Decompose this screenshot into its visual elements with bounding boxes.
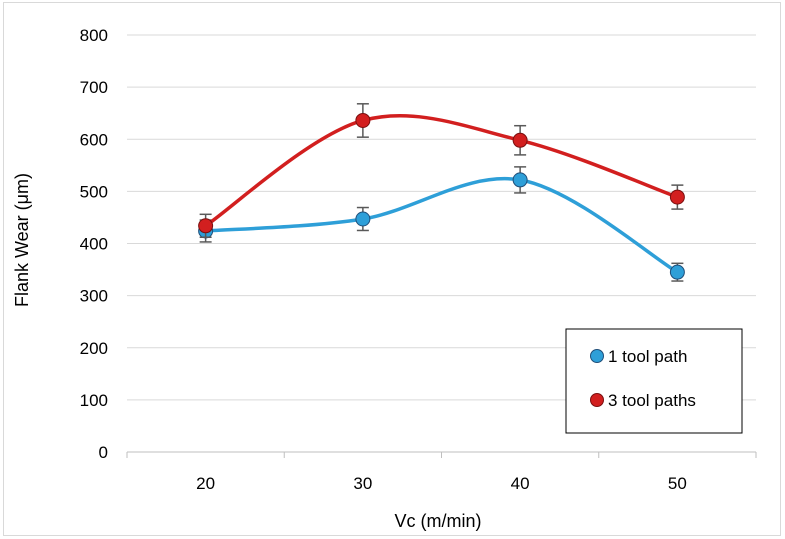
data-point [512,132,528,148]
legend-label-3-tool-paths: 3 tool paths [608,391,696,410]
legend-marker-1-tool-path [590,349,604,363]
y-tick-label: 100 [80,391,108,410]
y-tick-label: 500 [80,182,108,201]
x-axis-tick-marks [126,452,757,458]
legend-label-1-tool-path: 1 tool path [608,347,687,366]
x-tick-label: 30 [353,474,372,493]
y-tick-label: 300 [80,287,108,306]
y-tick-label: 700 [80,78,108,97]
x-axis-title: Vc (m/min) [395,511,482,531]
y-tick-label: 600 [80,130,108,149]
chart-frame [3,2,781,536]
data-point [355,211,371,227]
data-point [198,218,214,234]
legend: 1 tool path 3 tool paths [565,328,743,434]
x-tick-label: 40 [511,474,530,493]
data-point [355,112,371,128]
legend-marker-3-tool-paths [590,393,604,407]
y-tick-label: 200 [80,339,108,358]
series-line-3-tool-paths [203,114,680,228]
data-point [669,189,685,205]
series-layer [198,103,685,282]
y-axis-tick-labels: 0 100 200 300 400 500 600 700 800 [80,26,108,462]
y-tick-label: 400 [80,235,108,254]
y-tick-label: 800 [80,26,108,45]
series-1-tool-path [198,166,685,282]
y-tick-label: 0 [99,443,108,462]
series-line-1-tool-path [203,176,680,274]
x-axis-tick-labels: 20 30 40 50 [196,474,687,493]
x-tick-label: 50 [668,474,687,493]
data-point [669,264,685,280]
data-point [512,172,528,188]
y-axis-title: Flank Wear (μm) [12,173,32,307]
series-3-tool-paths [198,103,685,238]
x-tick-label: 20 [196,474,215,493]
legend-box [565,328,743,434]
